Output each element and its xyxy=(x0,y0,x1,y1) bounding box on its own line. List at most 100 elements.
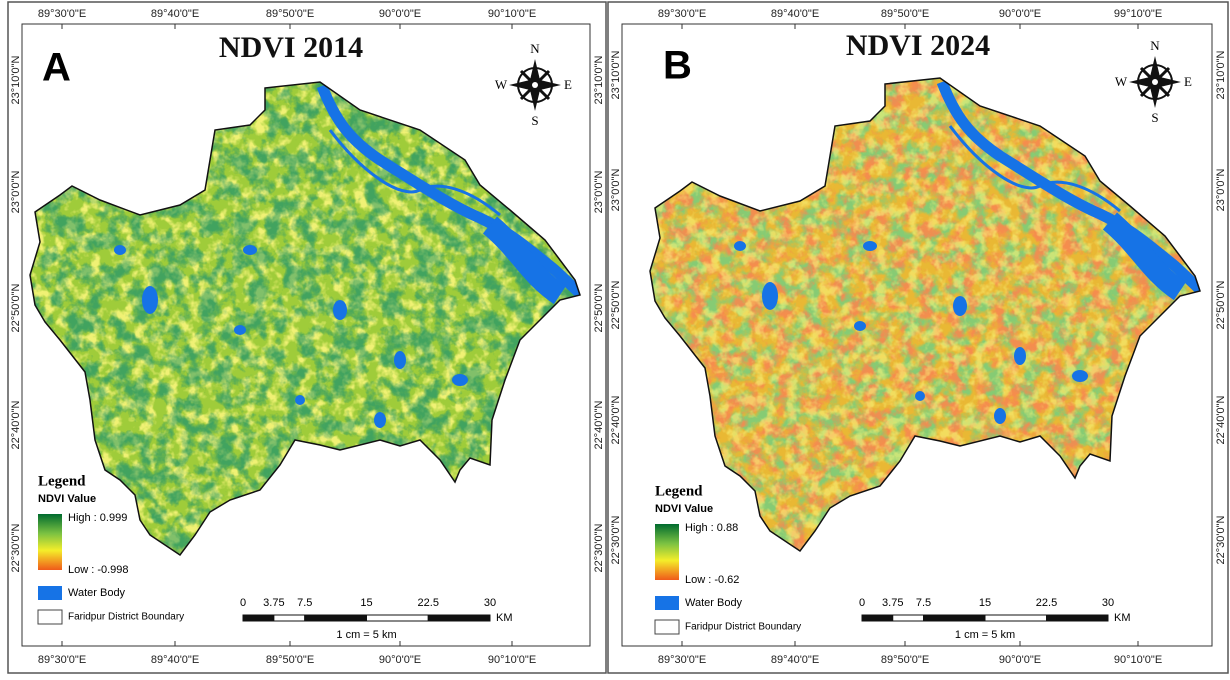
scale-segment xyxy=(304,614,367,622)
longitude-label: 89°30'0"E xyxy=(38,8,86,20)
scale-label: 15 xyxy=(979,597,991,609)
river-lower xyxy=(482,216,567,305)
water-swatch xyxy=(655,596,679,610)
longitude-label: 89°50'0"E xyxy=(881,8,929,20)
water-patch xyxy=(762,282,778,310)
compass-e: E xyxy=(564,77,572,92)
map-panel: 89°30'0"E 89°40'0"E 89°50'0"E 90°0'0"E 99°10… xyxy=(607,1,1229,674)
legend-title: Legend xyxy=(655,483,703,499)
legend-ramp xyxy=(38,514,62,570)
water-patch xyxy=(142,286,158,314)
scale-label: 3.75 xyxy=(263,597,284,609)
latitude-label: 23°10'0"N xyxy=(593,55,605,104)
scale-label: 3.75 xyxy=(882,597,903,609)
longitude-label: 90°10'0"E xyxy=(488,654,536,666)
scale-unit: KM xyxy=(1114,612,1131,624)
latitude-label: 22°50'0"N xyxy=(1215,280,1227,329)
water-patch xyxy=(854,321,866,331)
latitude-label: 22°30'0"N xyxy=(1215,515,1227,564)
longitude-label: 89°40'0"E xyxy=(151,654,199,666)
latitude-label: 22°40'0"N xyxy=(10,400,22,449)
water-patch xyxy=(295,395,305,405)
longitude-label: 90°0'0"E xyxy=(379,8,421,20)
longitude-label: 99°10'0"E xyxy=(1114,8,1162,20)
scale-segment xyxy=(1046,614,1109,622)
longitude-label: 90°10'0"E xyxy=(1114,654,1162,666)
water-patch xyxy=(734,241,746,251)
latitude-label: 22°30'0"N xyxy=(610,515,622,564)
water-patch xyxy=(915,391,925,401)
latitude-label: 22°30'0"N xyxy=(10,523,22,572)
compass-w: W xyxy=(1115,74,1128,89)
scale-label: 30 xyxy=(1102,597,1114,609)
water-patch xyxy=(243,245,257,255)
water-patch xyxy=(333,300,347,320)
water-patch xyxy=(452,374,468,386)
latitude-label: 23°0'0"N xyxy=(1215,169,1227,212)
latitude-label: 22°40'0"N xyxy=(1215,395,1227,444)
scale-label: 30 xyxy=(484,597,496,609)
longitude-label: 89°30'0"E xyxy=(658,654,706,666)
water-patch xyxy=(394,351,406,369)
legend-high: High : 0.999 xyxy=(68,512,127,524)
legend-water: Water Body xyxy=(685,597,743,609)
latitude-label: 22°40'0"N xyxy=(610,395,622,444)
legend: Legend NDVI Value High : 0.999 Low : -0.998… xyxy=(37,473,184,625)
compass-e: E xyxy=(1184,74,1192,89)
compass-s: S xyxy=(531,113,538,128)
legend-high: High : 0.88 xyxy=(685,522,738,534)
north-arrow: N S E W xyxy=(1115,38,1192,125)
map-title: NDVI 2024 xyxy=(846,29,990,62)
legend: Legend NDVI Value High : 0.88 Low : -0.62 Wa… xyxy=(654,483,801,635)
north-arrow: N S E W xyxy=(495,41,572,128)
latitude-label: 23°0'0"N xyxy=(10,171,22,214)
scale-segment xyxy=(984,614,1047,622)
compass-hub xyxy=(1152,79,1158,85)
river-channel xyxy=(948,125,1121,213)
water-swatch xyxy=(38,586,62,600)
latitude-label: 22°50'0"N xyxy=(593,283,605,332)
legend-ramp xyxy=(655,524,679,580)
legend-title: Legend xyxy=(38,473,86,489)
longitude-label: 89°40'0"E xyxy=(771,654,819,666)
scale-label: 7.5 xyxy=(297,597,312,609)
latitude-label: 23°10'0"N xyxy=(610,50,622,99)
water-patch xyxy=(1014,347,1026,365)
longitude-label: 89°40'0"E xyxy=(151,8,199,20)
legend-low: Low : -0.62 xyxy=(685,574,739,586)
scale-label: 22.5 xyxy=(418,597,439,609)
scale-note: 1 cm = 5 km xyxy=(955,629,1015,641)
water-patch xyxy=(374,412,386,428)
longitude-label: 90°0'0"E xyxy=(999,8,1041,20)
scale-segment xyxy=(861,614,894,622)
scale-note: 1 cm = 5 km xyxy=(336,629,396,641)
water-patch xyxy=(234,325,246,335)
latitude-label: 22°40'0"N xyxy=(593,400,605,449)
longitude-label: 90°0'0"E xyxy=(379,654,421,666)
legend-low: Low : -0.998 xyxy=(68,564,129,576)
scale-segment xyxy=(273,614,306,622)
latitude-label: 23°10'0"N xyxy=(10,55,22,104)
river-channel xyxy=(328,129,501,217)
compass-n: N xyxy=(530,41,540,56)
scale-label: 15 xyxy=(360,597,372,609)
water-patch xyxy=(994,408,1006,424)
map-panel: 89°30'0"E 89°40'0"E 89°50'0"E 90°0'0"E 90°10… xyxy=(7,1,607,674)
longitude-label: 89°50'0"E xyxy=(881,654,929,666)
water-patch xyxy=(114,245,126,255)
river xyxy=(316,84,580,303)
longitude-label: 89°40'0"E xyxy=(771,8,819,20)
scale-label: 7.5 xyxy=(916,597,931,609)
scale-segment xyxy=(923,614,986,622)
latitude-label: 22°50'0"N xyxy=(10,283,22,332)
legend-water: Water Body xyxy=(68,587,126,599)
boundary-swatch xyxy=(654,619,680,635)
scale-unit: KM xyxy=(496,612,513,624)
scale-label: 22.5 xyxy=(1036,597,1057,609)
panel-letter: B xyxy=(663,44,692,88)
latitude-label: 22°30'0"N xyxy=(593,523,605,572)
